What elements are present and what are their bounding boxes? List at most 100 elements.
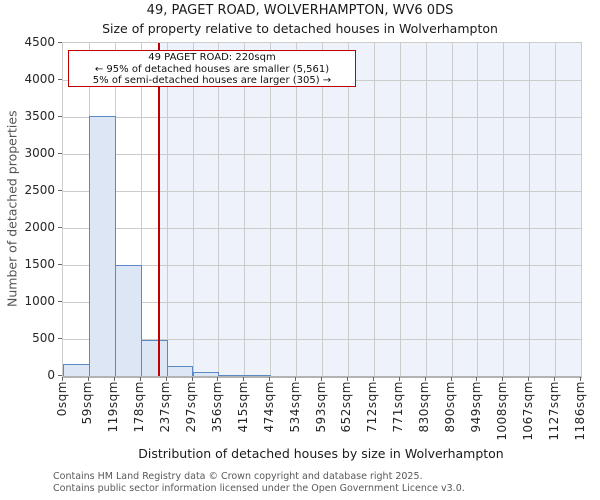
y-tick-label: 1000: [24, 293, 55, 308]
x-tick-label: 237sqm: [158, 381, 173, 433]
y-tick-mark: [58, 301, 62, 302]
y-tick-label: 500: [32, 330, 55, 345]
gridline-vertical: [425, 43, 427, 376]
x-tick-mark: [295, 377, 297, 381]
gridline-vertical: [296, 43, 298, 376]
histogram-bar: [88, 115, 116, 376]
x-tick-mark: [269, 377, 271, 381]
x-tick-label: 593sqm: [313, 381, 328, 433]
x-tick-label: 890sqm: [443, 381, 457, 433]
y-tick-mark: [58, 42, 62, 43]
x-tick-label: 59sqm: [80, 381, 95, 425]
x-tick-label: 771sqm: [391, 381, 406, 433]
x-tick-label: 534sqm: [287, 381, 302, 433]
x-tick-mark: [476, 377, 478, 381]
y-tick-label: 4000: [24, 71, 55, 86]
x-tick-label: 1127sqm: [546, 381, 561, 441]
chart-title: 49, PAGET ROAD, WOLVERHAMPTON, WV6 0DS: [146, 3, 454, 18]
x-tick-label: 0sqm: [54, 381, 69, 417]
x-tick-mark: [424, 377, 426, 381]
y-tick-label: 1500: [24, 256, 55, 271]
gridline-vertical: [192, 43, 194, 376]
footer-line-1: Contains HM Land Registry data © Crown c…: [53, 471, 423, 482]
x-tick-label: 652sqm: [339, 381, 354, 433]
y-tick-label: 3500: [24, 108, 55, 123]
y-tick-mark: [58, 264, 62, 265]
x-tick-mark: [321, 377, 322, 381]
y-tick-label: 4500: [24, 34, 55, 49]
x-tick-mark: [243, 377, 245, 381]
y-tick-mark: [58, 153, 62, 154]
y-tick-label: 2500: [24, 182, 55, 197]
histogram-bar: [63, 363, 90, 376]
gridline-vertical: [399, 43, 401, 376]
gridline-vertical: [244, 43, 246, 376]
annotation-line-1: 49 PAGET ROAD: 220sqm: [148, 52, 276, 63]
y-tick-mark: [58, 227, 62, 228]
x-tick-mark: [398, 377, 400, 381]
gridline-vertical: [555, 43, 557, 376]
x-tick-label: 474sqm: [261, 381, 276, 433]
x-tick-label: 297sqm: [184, 381, 198, 433]
y-tick-mark: [58, 190, 62, 191]
x-tick-label: 949sqm: [468, 381, 483, 433]
x-tick-label: 1067sqm: [520, 381, 535, 441]
x-tick-mark: [450, 377, 452, 381]
gridline-vertical: [322, 43, 323, 376]
gridline-vertical: [451, 43, 453, 376]
x-tick-mark: [554, 377, 556, 381]
x-tick-mark: [580, 377, 581, 381]
histogram-bar: [218, 374, 246, 376]
x-tick-label: 178sqm: [132, 381, 147, 433]
y-tick-label: 3000: [24, 145, 55, 160]
histogram-bar: [140, 339, 168, 376]
x-tick-mark: [191, 377, 193, 381]
x-tick-mark: [139, 377, 141, 381]
x-tick-mark: [372, 377, 374, 381]
gridline-vertical: [503, 43, 505, 376]
x-tick-mark: [502, 377, 504, 381]
footer: Contains HM Land Registry data © Crown c…: [53, 471, 465, 494]
y-tick-mark: [58, 338, 62, 339]
x-tick-label: 830sqm: [417, 381, 432, 433]
chart-subtitle: Size of property relative to detached ho…: [102, 21, 498, 36]
x-tick-mark: [87, 377, 89, 381]
x-tick-label: 119sqm: [106, 381, 121, 433]
histogram-bar: [244, 375, 272, 376]
footer-line-2: Contains public sector information licen…: [53, 482, 465, 494]
y-tick-mark: [58, 116, 62, 117]
y-tick-mark: [58, 79, 62, 80]
plot-area: [62, 42, 582, 378]
histogram-bar: [114, 265, 142, 376]
x-tick-label: 415sqm: [235, 381, 250, 433]
annotation-line-3: 5% of semi-detached houses are larger (3…: [92, 75, 332, 86]
gridline-vertical: [270, 43, 272, 376]
x-tick-mark: [62, 377, 63, 381]
x-tick-label: 1008sqm: [494, 381, 509, 441]
x-tick-mark: [346, 377, 348, 381]
x-tick-label: 1186sqm: [572, 381, 587, 441]
gridline-vertical: [347, 43, 349, 376]
histogram-bar: [192, 372, 220, 376]
x-axis-title: Distribution of detached houses by size …: [138, 446, 504, 461]
y-tick-label: 2000: [24, 219, 55, 234]
gridline-vertical: [218, 43, 220, 376]
y-axis-title: Number of detached properties: [4, 110, 20, 307]
gridline-vertical: [373, 43, 375, 376]
x-tick-label: 712sqm: [365, 381, 380, 433]
larger-than-marker-region: [159, 43, 581, 376]
x-tick-label: 356sqm: [209, 381, 224, 433]
x-tick-mark: [528, 377, 530, 381]
x-tick-mark: [113, 377, 115, 381]
gridline-vertical: [140, 43, 142, 376]
x-tick-mark: [165, 377, 167, 381]
property-size-marker-line: [158, 43, 161, 376]
gridline-vertical: [477, 43, 479, 376]
gridline-vertical: [166, 43, 168, 376]
y-tick-mark: [58, 375, 62, 376]
annotation-box: 49 PAGET ROAD: 220sqm ← 95% of detached …: [68, 50, 356, 87]
annotation-line-2: ← 95% of detached houses are smaller (5,…: [94, 63, 330, 75]
x-tick-mark: [217, 377, 219, 381]
y-tick-label: 0: [47, 367, 55, 382]
histogram-bar: [166, 365, 194, 376]
